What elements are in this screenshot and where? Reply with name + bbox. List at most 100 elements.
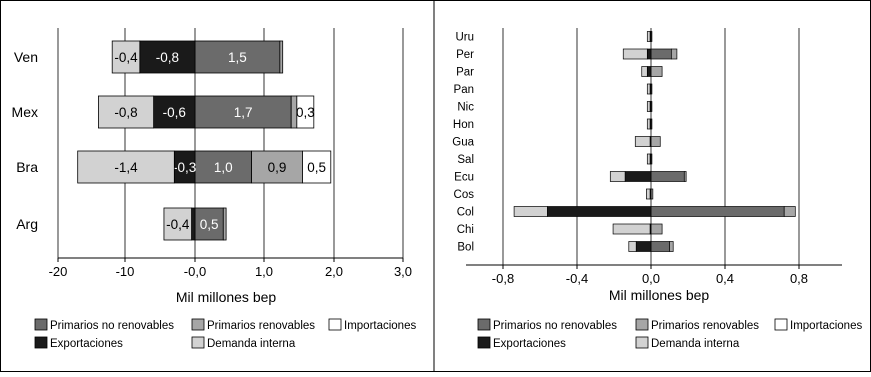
legend-swatch: [477, 318, 491, 331]
right-bar-demanda-interna: [641, 66, 648, 77]
left-legend-item-demanda-interna: Demanda interna: [191, 336, 296, 350]
right-chart: UruPerParPanNicHonGuaSalEcuCosColChiBol …: [452, 28, 842, 303]
right-category-label: Chi: [457, 224, 474, 236]
legend-label: Primarios renovables: [207, 320, 315, 332]
right-x-tick-labels: -0,8 -0,4 0,0 0,4 0,8: [492, 271, 808, 286]
right-category-label: Sal: [457, 154, 474, 166]
right-bar-exportaciones: [624, 171, 652, 182]
right-category-label: Bol: [457, 242, 474, 254]
right-legend-item-primarios-no-renovables: Primarios no renovables: [477, 318, 617, 332]
right-bar-demanda-interna: [646, 101, 651, 112]
left-bar-exportaciones: [153, 95, 196, 129]
right-category-label: Ecu: [454, 172, 474, 184]
right-bar-demanda-interna: [609, 171, 626, 182]
right-bar-demanda-interna: [628, 241, 637, 252]
left-bar-exportaciones: [139, 40, 196, 74]
left-legend-item-importaciones: Importaciones: [328, 318, 416, 332]
legend-label: Exportaciones: [493, 338, 566, 350]
left-category-label: Bra: [16, 159, 38, 175]
left-bar-primarios-no-renovables: [194, 150, 252, 184]
legend-swatch: [191, 336, 205, 349]
left-data-label: 1,0: [214, 160, 233, 175]
legend-swatch: [328, 318, 342, 331]
left-category-labels: Ven Mex Bra Arg: [12, 49, 39, 232]
right-bar-primarios-no-renovables: [650, 171, 685, 182]
right-bar-primarios-renovables: [683, 171, 687, 182]
right-bar-primarios-no-renovables: [650, 206, 785, 217]
left-data-label: -1,4: [114, 160, 138, 175]
left-data-label: -0,8: [156, 50, 179, 65]
legend-swatch: [34, 318, 48, 331]
right-bar-demanda-interna: [646, 31, 651, 42]
right-bar-demanda-interna: [612, 223, 651, 235]
right-category-label: Per: [456, 49, 474, 61]
left-data-label: -0,4: [166, 217, 190, 232]
legend-label: Demanda interna: [207, 338, 296, 350]
right-x-tick-label: 0,4: [716, 271, 734, 286]
right-bar-demanda-interna: [622, 48, 648, 60]
right-bar-primarios-renovables: [650, 66, 663, 77]
left-x-tick-label: -10: [116, 264, 135, 279]
legend-swatch: [191, 318, 205, 331]
left-data-label: -0,8: [114, 105, 137, 120]
right-bar-primarios-no-renovables: [650, 48, 672, 60]
right-category-label: Hon: [453, 119, 474, 131]
legend-swatch: [635, 336, 649, 349]
left-x-tick-label: 2,0: [325, 264, 343, 279]
legend-swatch: [34, 336, 48, 349]
left-bar-importaciones: [296, 95, 315, 129]
left-legend-item-primarios-renovables: Primarios renovables: [191, 318, 315, 332]
right-bar-demanda-interna: [646, 153, 651, 165]
legend-label: Primarios no renovables: [50, 320, 174, 332]
right-bar-primarios-renovables: [650, 223, 663, 235]
left-bar-primarios-renovables: [222, 207, 227, 241]
left-legend: Primarios no renovables Primarios renova…: [34, 318, 416, 350]
right-bar-demanda-interna: [646, 83, 651, 95]
right-x-tick-label: -0,4: [566, 271, 588, 286]
right-category-label: Nic: [457, 102, 474, 114]
right-legend: Primarios no renovables Primarios renova…: [477, 318, 862, 350]
left-data-label: 0,5: [307, 160, 326, 175]
right-bar-primarios-renovables: [669, 241, 674, 252]
left-category-label: Arg: [16, 216, 38, 232]
left-chart: 1,5 -0,8 -0,4 1,7 0,3 -0,6 -0,8 1,0 0,9 0,5 -0,3 -1…: [12, 28, 412, 305]
right-bar-primarios-renovables: [670, 48, 678, 60]
left-data-label: -0,3: [173, 160, 196, 175]
right-bar-exportaciones: [635, 241, 652, 252]
right-category-label: Par: [456, 67, 474, 79]
right-category-label: Pan: [454, 84, 474, 96]
left-data-label: -0,6: [163, 105, 186, 120]
left-bar-primarios-renovables: [251, 150, 303, 184]
left-x-tick-label: -20: [49, 264, 68, 279]
right-x-tick-label: 0,8: [790, 271, 808, 286]
left-bar-exportaciones: [191, 207, 196, 241]
left-x-tick-label: 3,0: [394, 264, 412, 279]
legend-swatch: [774, 318, 788, 331]
left-bar-demanda-interna: [163, 207, 192, 241]
left-data-label: 0,3: [296, 105, 315, 120]
left-data-label: 0,9: [268, 160, 287, 175]
left-bar-demanda-interna: [98, 95, 155, 129]
left-data-label: 1,5: [228, 50, 247, 65]
right-bar-demanda-interna: [646, 188, 651, 200]
right-legend-item-importaciones: Importaciones: [774, 318, 862, 332]
right-bar-demanda-interna: [634, 136, 651, 147]
left-x-tick-labels: -20 -10 -0,0 1,0 2,0 3,0: [49, 264, 412, 279]
right-bars: [513, 31, 796, 252]
legend-label: Demanda interna: [651, 338, 740, 350]
left-legend-item-primarios-no-renovables: Primarios no renovables: [34, 318, 174, 332]
left-category-label: Ven: [14, 49, 38, 65]
legend-label: Exportaciones: [50, 338, 123, 350]
left-data-label: -0,4: [114, 50, 138, 65]
right-category-label: Uru: [455, 32, 474, 44]
left-bar-demanda-interna: [77, 150, 175, 184]
left-x-tick-label: -0,0: [184, 264, 206, 279]
right-bar-demanda-interna: [646, 118, 651, 130]
right-category-label: Cos: [454, 189, 475, 201]
right-bar-demanda-interna: [513, 206, 548, 217]
left-data-label: 0,5: [200, 217, 219, 232]
legend-swatch: [477, 336, 491, 349]
left-bar-primarios-renovables: [279, 40, 284, 74]
